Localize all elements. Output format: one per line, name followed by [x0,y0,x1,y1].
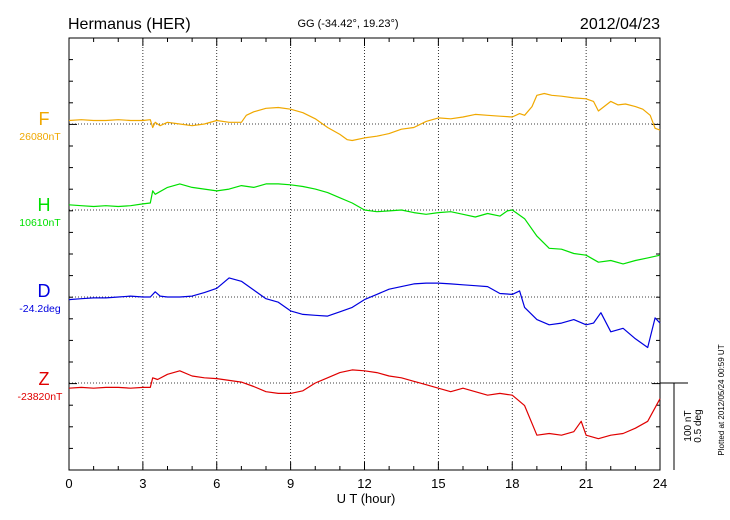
scale-bar-label-deg: 0.5 deg [693,409,704,442]
x-tick-label: 9 [287,476,294,491]
scale-bar: 100 nT 0.5 deg [660,382,704,470]
series-name-h: H [38,195,51,215]
series-baseline-z: -23820nT [18,391,64,403]
series-name-z: Z [39,369,50,389]
series-labels: F 26080nT H 10610nT D -24.2deg Z -23820nT [18,109,64,403]
series-name-d: D [38,281,51,301]
x-tick-label: 24 [653,476,667,491]
axis-ticks: 0 3 6 9 12 15 18 21 24 [65,38,667,491]
station-title: Hermanus (HER) [68,16,191,33]
date-label: 2012/04/23 [580,16,660,33]
x-tick-label: 0 [65,476,72,491]
coordinates-label: GG (-34.42°, 19.23°) [297,18,398,30]
series-name-f: F [39,109,50,129]
x-tick-label: 18 [505,476,519,491]
plotted-at-note: Plotted at 2012/05/24 00:59 UT [717,344,726,455]
series-baseline-f: 26080nT [19,131,61,143]
series-baseline-d: -24.2deg [19,303,61,315]
x-tick-label: 15 [431,476,445,491]
series-line-f [68,92,661,142]
grid [69,38,660,470]
scale-bar-label-nt: 100 nT [683,410,694,441]
series-line-h [68,183,661,265]
series-line-z [68,369,661,440]
x-tick-label: 21 [579,476,593,491]
x-tick-label: 12 [357,476,371,491]
x-axis-label: U T (hour) [337,491,396,506]
series-group [68,92,661,440]
x-tick-label: 6 [213,476,220,491]
series-line-d [68,277,661,349]
x-tick-label: 3 [139,476,146,491]
series-baseline-h: 10610nT [19,217,61,229]
